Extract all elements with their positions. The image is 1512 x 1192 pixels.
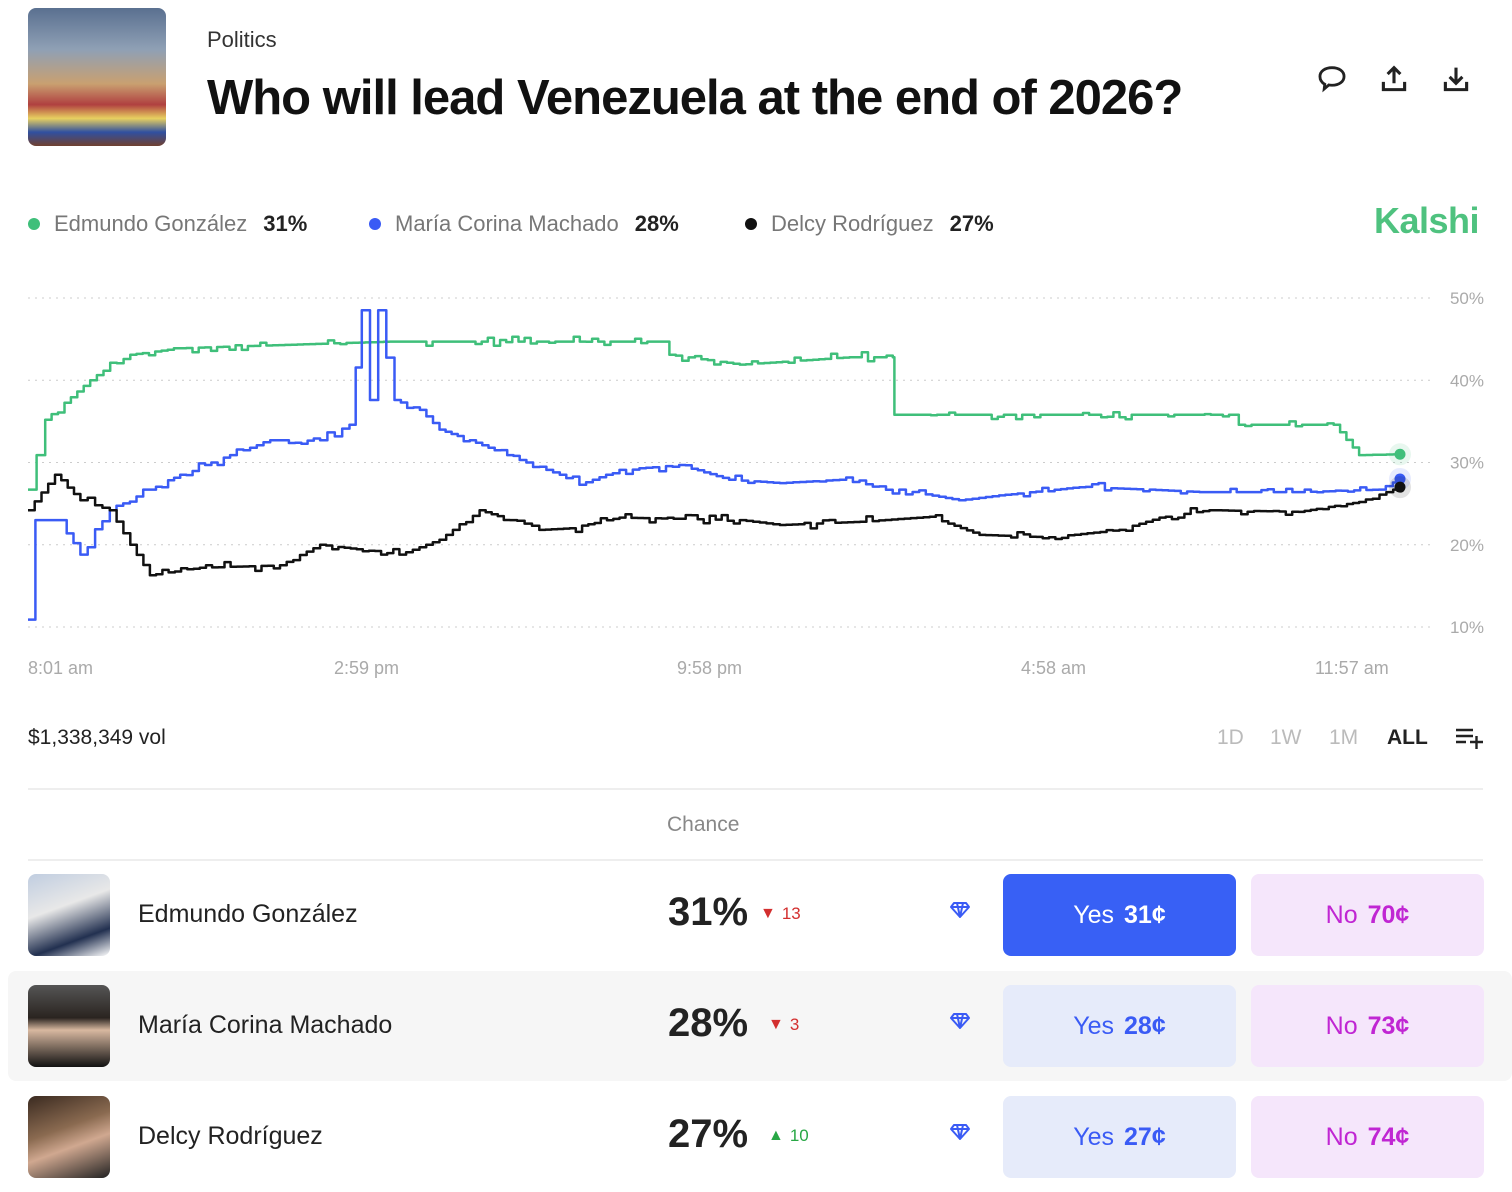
range-1m[interactable]: 1M <box>1329 726 1359 749</box>
yes-label: Yes <box>1073 900 1115 929</box>
avatar <box>28 985 110 1067</box>
outcome-name: Edmundo González <box>138 900 358 928</box>
yes-price: 28¢ <box>1124 1011 1166 1040</box>
buy-yes-button[interactable]: Yes 27¢ <box>1003 1096 1236 1178</box>
y-tick-label: 20% <box>1450 536 1484 555</box>
no-price: 73¢ <box>1367 1011 1410 1040</box>
outcome-row[interactable]: Edmundo González 31% ▼ 13 Yes 31¢ No 70¢ <box>8 860 1512 970</box>
chance-value: 28% <box>668 1001 749 1045</box>
legend-dot <box>745 218 757 230</box>
chance-change: ▲ 10 <box>768 1126 809 1146</box>
legend-dot <box>369 218 381 230</box>
range-all[interactable]: ALL <box>1387 726 1428 749</box>
no-label: No <box>1325 1011 1358 1040</box>
legend-item: María Corina Machado 28% <box>369 211 679 237</box>
download-icon[interactable] <box>1439 62 1473 96</box>
x-tick-label: 11:57 am <box>1315 658 1389 678</box>
outcome-name: María Corina Machado <box>138 1011 393 1039</box>
outcome-name: Delcy Rodríguez <box>138 1122 323 1150</box>
legend-item: Edmundo González 31% <box>28 211 307 237</box>
buy-yes-button[interactable]: Yes 31¢ <box>1003 874 1236 956</box>
range-1d[interactable]: 1D <box>1217 726 1244 749</box>
legend-dot <box>28 218 40 230</box>
share-icon[interactable] <box>1377 62 1411 96</box>
x-tick-label: 4:58 am <box>1021 658 1087 678</box>
market-image <box>28 8 166 146</box>
chance-change: ▼ 3 <box>768 1015 799 1035</box>
triangle-down-icon: ▼ <box>760 905 776 922</box>
diamond-icon[interactable] <box>948 1009 972 1033</box>
add-to-list-icon[interactable] <box>1455 727 1485 749</box>
series-end-marker <box>1394 473 1406 485</box>
x-tick-label: 2:59 pm <box>334 658 400 678</box>
series-end-marker <box>1394 448 1406 460</box>
category-label[interactable]: Politics <box>207 27 277 52</box>
series-end-marker <box>1394 481 1406 493</box>
chance-column-header: Chance <box>667 813 740 836</box>
page-title: Who will lead Venezuela at the end of 20… <box>207 71 1183 125</box>
series-line[interactable] <box>28 335 1402 491</box>
y-tick-label: 40% <box>1450 371 1484 390</box>
chance-value: 31% <box>668 890 749 934</box>
change-value: 3 <box>789 1015 800 1034</box>
brand-logo: Kalshi <box>1374 200 1480 241</box>
yes-label: Yes <box>1073 1122 1115 1151</box>
outcome-row[interactable]: María Corina Machado 28% ▼ 3 Yes 28¢ No 73¢ <box>8 971 1512 1081</box>
change-value: 13 <box>781 904 801 923</box>
legend-value: 31% <box>263 211 308 236</box>
divider <box>28 788 1483 790</box>
no-price: 74¢ <box>1367 1122 1410 1151</box>
legend-value: 27% <box>949 211 994 236</box>
avatar <box>28 1096 110 1178</box>
buy-no-button[interactable]: No 74¢ <box>1251 1096 1484 1178</box>
price-chart[interactable]: 50% 40% 30% 20% 10% <box>0 280 1512 650</box>
legend-name: Delcy Rodríguez <box>771 211 934 236</box>
y-tick-label: 10% <box>1450 618 1484 637</box>
triangle-up-icon: ▲ <box>768 1127 784 1144</box>
x-tick-label: 8:01 am <box>28 658 94 678</box>
no-label: No <box>1325 1122 1358 1151</box>
yes-label: Yes <box>1073 1011 1115 1040</box>
y-tick-label: 50% <box>1450 289 1484 308</box>
series-line[interactable] <box>28 309 1402 621</box>
no-label: No <box>1325 900 1358 929</box>
buy-yes-button[interactable]: Yes 28¢ <box>1003 985 1236 1067</box>
divider <box>28 859 1483 861</box>
legend-value: 28% <box>634 211 679 236</box>
chance-value: 27% <box>668 1112 749 1156</box>
x-tick-label: 9:58 pm <box>677 658 743 678</box>
buy-no-button[interactable]: No 70¢ <box>1251 874 1484 956</box>
avatar <box>28 874 110 956</box>
series-line[interactable] <box>28 473 1402 577</box>
legend-name: María Corina Machado <box>395 211 619 236</box>
outcome-row[interactable]: Delcy Rodríguez 27% ▲ 10 Yes 27¢ No 74¢ <box>8 1082 1512 1192</box>
diamond-icon[interactable] <box>948 898 972 922</box>
legend-name: Edmundo González <box>54 211 248 236</box>
comment-icon[interactable] <box>1315 62 1349 96</box>
buy-no-button[interactable]: No 73¢ <box>1251 985 1484 1067</box>
y-tick-label: 30% <box>1450 454 1484 473</box>
yes-price: 31¢ <box>1124 900 1166 929</box>
change-value: 10 <box>789 1126 809 1145</box>
yes-price: 27¢ <box>1124 1122 1166 1151</box>
range-1w[interactable]: 1W <box>1270 726 1302 749</box>
no-price: 70¢ <box>1367 900 1410 929</box>
chance-change: ▼ 13 <box>760 904 801 924</box>
legend-item: Delcy Rodríguez 27% <box>745 211 994 237</box>
volume-label: $1,338,349 vol <box>28 726 166 749</box>
diamond-icon[interactable] <box>948 1120 972 1144</box>
triangle-down-icon: ▼ <box>768 1016 784 1033</box>
